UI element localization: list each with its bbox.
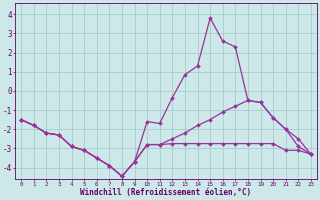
X-axis label: Windchill (Refroidissement éolien,°C): Windchill (Refroidissement éolien,°C) [80, 188, 252, 197]
